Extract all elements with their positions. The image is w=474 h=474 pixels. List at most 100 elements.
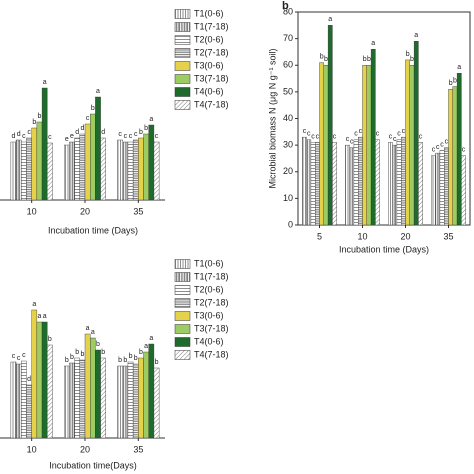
significance-letter: c bbox=[354, 131, 358, 138]
significance-letter: c bbox=[86, 115, 90, 122]
bar bbox=[306, 139, 312, 226]
legend-swatch bbox=[174, 272, 191, 282]
legend-swatch bbox=[174, 48, 191, 58]
significance-letter: c bbox=[124, 133, 128, 140]
x-tick-label: 10 bbox=[27, 444, 37, 454]
legend-swatch bbox=[174, 22, 191, 32]
legend-swatch bbox=[174, 298, 191, 308]
bar bbox=[349, 147, 355, 226]
significance-letter: b bbox=[406, 51, 410, 58]
bar bbox=[153, 141, 160, 201]
significance-letter: c bbox=[376, 131, 380, 138]
bar bbox=[84, 123, 91, 201]
significance-letter: b bbox=[155, 359, 159, 366]
bar bbox=[138, 137, 144, 201]
significance-letter: b bbox=[32, 119, 36, 126]
bar bbox=[10, 361, 17, 439]
significance-letter: d bbox=[27, 376, 31, 383]
significance-letter: a bbox=[32, 301, 36, 308]
x-tick-label: 35 bbox=[443, 231, 453, 241]
significance-letter: c bbox=[440, 141, 444, 148]
legend-swatch bbox=[174, 100, 191, 110]
significance-letter: b bbox=[101, 349, 105, 356]
significance-letter: b bbox=[320, 53, 324, 60]
bar bbox=[41, 87, 48, 201]
significance-letter: c bbox=[22, 352, 26, 359]
x-tick-label: 35 bbox=[133, 206, 143, 216]
legend-swatch bbox=[174, 350, 191, 360]
bar bbox=[15, 139, 22, 201]
significance-letter: c bbox=[432, 147, 436, 154]
bar bbox=[26, 384, 32, 439]
bar bbox=[117, 139, 123, 201]
significance-letter: a bbox=[144, 343, 148, 350]
significance-letter: b bbox=[129, 353, 133, 360]
bar bbox=[36, 321, 43, 439]
significance-letter: e bbox=[70, 133, 74, 140]
significance-letter: d bbox=[101, 129, 105, 136]
legend-label: T2(0-6) bbox=[194, 284, 224, 294]
bar bbox=[323, 65, 329, 226]
significance-letter: b bbox=[70, 354, 74, 361]
legend-swatch bbox=[174, 87, 191, 97]
bar bbox=[89, 337, 96, 439]
significance-letter: c bbox=[48, 134, 52, 141]
bar bbox=[117, 365, 123, 439]
bar bbox=[431, 155, 436, 226]
significance-letter: a bbox=[86, 325, 90, 332]
legend-label: T4(0-6) bbox=[194, 336, 224, 346]
bar bbox=[47, 344, 53, 439]
bar bbox=[375, 139, 380, 226]
significance-letter: c bbox=[389, 133, 393, 140]
y-tick-label: 60 bbox=[283, 60, 293, 70]
bar bbox=[132, 139, 139, 201]
legend-swatch bbox=[174, 9, 191, 19]
bar bbox=[435, 152, 441, 226]
bar bbox=[315, 142, 320, 226]
significance-letter: b bbox=[134, 355, 138, 362]
x-axis-label: Incubation time (Days) bbox=[48, 225, 138, 235]
significance-letter: b bbox=[75, 349, 79, 356]
legend-swatch bbox=[174, 311, 191, 321]
significance-letter: a bbox=[414, 32, 418, 39]
legend-label: T2(7-18) bbox=[194, 297, 229, 307]
bar bbox=[127, 141, 134, 201]
significance-letter: c bbox=[402, 128, 406, 135]
legend-label: T3(7-18) bbox=[194, 73, 229, 83]
bar bbox=[36, 121, 43, 201]
bar bbox=[21, 360, 27, 439]
legend-label: T1(7-18) bbox=[194, 271, 229, 281]
significance-letter: b bbox=[367, 56, 371, 63]
legend-label: T3(7-18) bbox=[194, 323, 229, 333]
significance-letter: c bbox=[17, 355, 21, 362]
bar bbox=[310, 142, 316, 226]
significance-letter: c bbox=[419, 133, 423, 140]
x-tick-label: 10 bbox=[357, 231, 367, 241]
bar bbox=[89, 113, 96, 201]
y-tick-label: 0 bbox=[288, 219, 293, 229]
bar bbox=[413, 41, 419, 226]
y-tick-label: 70 bbox=[283, 33, 293, 43]
significance-letter: c bbox=[393, 136, 397, 143]
significance-letter: c bbox=[155, 133, 159, 140]
legend-label: T4(7-18) bbox=[194, 349, 229, 359]
x-tick-label: 20 bbox=[80, 444, 90, 454]
bar bbox=[366, 65, 372, 226]
significance-letter: b bbox=[96, 341, 100, 348]
bar bbox=[122, 141, 129, 201]
legend-label: T1(7-18) bbox=[194, 21, 229, 31]
bar bbox=[148, 124, 155, 201]
bar bbox=[358, 136, 363, 226]
bar bbox=[127, 361, 134, 439]
bar bbox=[10, 141, 17, 201]
significance-letter: c bbox=[311, 133, 315, 140]
bar bbox=[319, 62, 325, 226]
legend-label: T3(0-6) bbox=[194, 60, 224, 70]
legend-swatch bbox=[174, 285, 191, 295]
significance-letter: a bbox=[43, 313, 47, 320]
bar bbox=[21, 141, 27, 201]
bar bbox=[63, 365, 70, 439]
legend-label: T2(7-18) bbox=[194, 47, 229, 57]
bar bbox=[69, 362, 75, 439]
